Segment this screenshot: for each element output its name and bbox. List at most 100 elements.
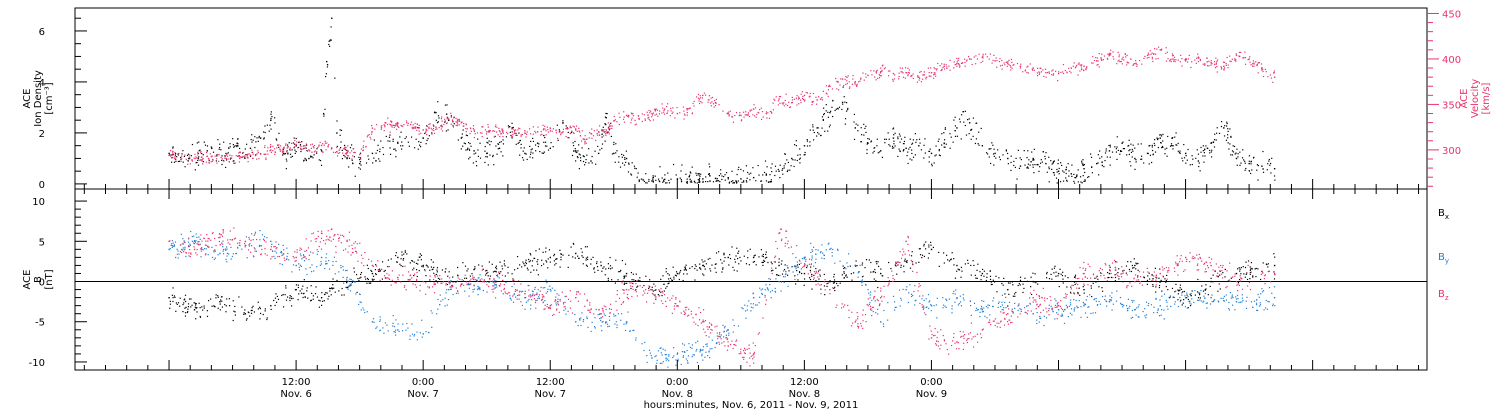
data-point bbox=[1115, 261, 1116, 262]
data-point bbox=[1191, 303, 1192, 304]
data-point bbox=[893, 128, 894, 129]
data-point bbox=[746, 180, 747, 181]
data-point bbox=[827, 112, 828, 113]
data-point bbox=[615, 260, 616, 261]
data-point bbox=[236, 155, 237, 156]
data-point bbox=[702, 182, 703, 183]
data-point bbox=[571, 127, 572, 128]
data-point bbox=[235, 314, 236, 315]
data-point bbox=[614, 116, 615, 117]
data-point bbox=[687, 183, 688, 184]
data-point bbox=[517, 129, 518, 130]
data-point bbox=[476, 165, 477, 166]
data-point bbox=[1130, 58, 1131, 59]
data-point bbox=[929, 300, 930, 301]
data-point bbox=[986, 280, 987, 281]
data-point bbox=[610, 265, 611, 266]
data-point bbox=[370, 283, 371, 284]
data-point bbox=[218, 297, 219, 298]
data-point bbox=[955, 64, 956, 65]
data-point bbox=[573, 145, 574, 146]
data-point bbox=[856, 265, 857, 266]
data-point bbox=[174, 295, 175, 296]
data-point bbox=[433, 267, 434, 268]
data-point bbox=[1122, 281, 1123, 282]
data-point bbox=[1138, 317, 1139, 318]
data-point bbox=[467, 268, 468, 269]
data-point bbox=[1257, 268, 1258, 269]
data-point bbox=[1074, 307, 1075, 308]
data-point bbox=[548, 258, 549, 259]
data-point bbox=[252, 158, 253, 159]
data-point bbox=[1108, 277, 1109, 278]
data-point bbox=[331, 294, 332, 295]
data-point bbox=[1253, 157, 1254, 158]
data-point bbox=[1261, 63, 1262, 64]
data-point bbox=[876, 145, 877, 146]
data-point bbox=[731, 171, 732, 172]
data-point bbox=[878, 152, 879, 153]
data-point bbox=[340, 135, 341, 136]
data-point bbox=[495, 145, 496, 146]
data-point bbox=[711, 264, 712, 265]
data-point bbox=[583, 263, 584, 264]
data-point bbox=[226, 158, 227, 159]
data-point bbox=[341, 294, 342, 295]
data-point bbox=[979, 54, 980, 55]
data-point bbox=[609, 133, 610, 134]
data-point bbox=[425, 275, 426, 276]
data-point bbox=[722, 325, 723, 326]
data-point bbox=[862, 264, 863, 265]
data-point bbox=[1227, 134, 1228, 135]
data-point bbox=[687, 350, 688, 351]
data-point bbox=[516, 144, 517, 145]
data-point bbox=[1164, 318, 1165, 319]
data-point bbox=[738, 251, 739, 252]
data-point bbox=[845, 76, 846, 77]
data-point bbox=[1014, 308, 1015, 309]
data-point bbox=[1240, 273, 1241, 274]
data-point bbox=[229, 298, 230, 299]
data-point bbox=[657, 110, 658, 111]
data-point bbox=[479, 274, 480, 275]
data-point bbox=[1116, 63, 1117, 64]
data-point bbox=[469, 157, 470, 158]
data-point bbox=[852, 84, 853, 85]
data-point bbox=[802, 98, 803, 99]
data-point bbox=[797, 264, 798, 265]
data-point bbox=[303, 146, 304, 147]
data-point bbox=[438, 115, 439, 116]
data-point bbox=[1175, 132, 1176, 133]
data-point bbox=[280, 145, 281, 146]
data-point bbox=[1052, 163, 1053, 164]
data-point bbox=[352, 282, 353, 283]
data-point bbox=[821, 258, 822, 259]
data-point bbox=[1204, 298, 1205, 299]
data-point bbox=[183, 302, 184, 303]
data-point bbox=[813, 266, 814, 267]
data-point bbox=[1090, 153, 1091, 154]
data-point bbox=[1070, 302, 1071, 303]
data-point bbox=[905, 67, 906, 68]
data-point bbox=[1133, 300, 1134, 301]
data-point bbox=[272, 150, 273, 151]
data-point bbox=[211, 147, 212, 148]
data-point bbox=[187, 164, 188, 165]
data-point bbox=[294, 137, 295, 138]
data-point bbox=[462, 279, 463, 280]
data-point bbox=[834, 274, 835, 275]
data-point bbox=[1158, 147, 1159, 148]
data-point bbox=[1023, 288, 1024, 289]
data-point bbox=[880, 268, 881, 269]
data-point bbox=[815, 268, 816, 269]
data-point bbox=[705, 344, 706, 345]
data-point bbox=[864, 128, 865, 129]
data-point bbox=[591, 331, 592, 332]
data-point bbox=[218, 161, 219, 162]
data-point bbox=[942, 297, 943, 298]
data-point bbox=[1096, 301, 1097, 302]
data-point bbox=[276, 139, 277, 140]
data-point bbox=[1184, 157, 1185, 158]
data-point bbox=[466, 270, 467, 271]
data-point bbox=[1122, 63, 1123, 64]
